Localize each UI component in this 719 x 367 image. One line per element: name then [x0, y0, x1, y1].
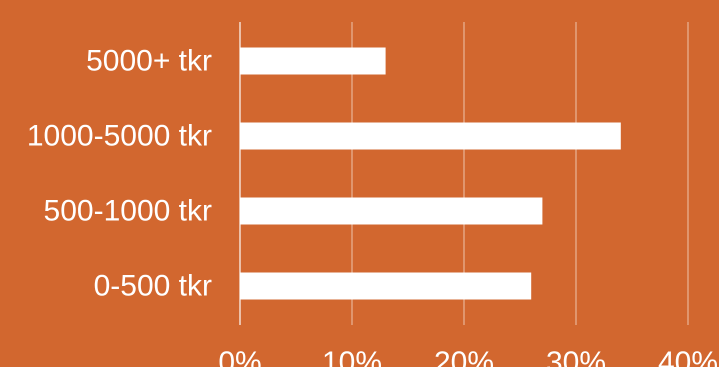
x-tick-label: 40% — [658, 346, 718, 367]
x-tick-label: 0% — [218, 346, 261, 367]
bar-3 — [240, 197, 543, 225]
bar-1 — [240, 47, 386, 75]
category-label: 1000-5000 tkr — [27, 120, 212, 153]
x-tick-label: 20% — [434, 346, 494, 367]
category-label: 0-500 tkr — [94, 270, 212, 303]
x-tick-label: 30% — [546, 346, 606, 367]
bars — [240, 47, 621, 300]
bar-4 — [240, 272, 532, 300]
category-label: 500-1000 tkr — [44, 195, 212, 228]
bar-2 — [240, 122, 621, 150]
category-label: 5000+ tkr — [86, 45, 212, 78]
x-tick-label: 10% — [322, 346, 382, 367]
category-labels: 5000+ tkr 1000-5000 tkr 500-1000 tkr 0-500 … — [27, 45, 212, 303]
x-tick-labels: 0% 10% 20% 30% 40% — [218, 346, 718, 367]
